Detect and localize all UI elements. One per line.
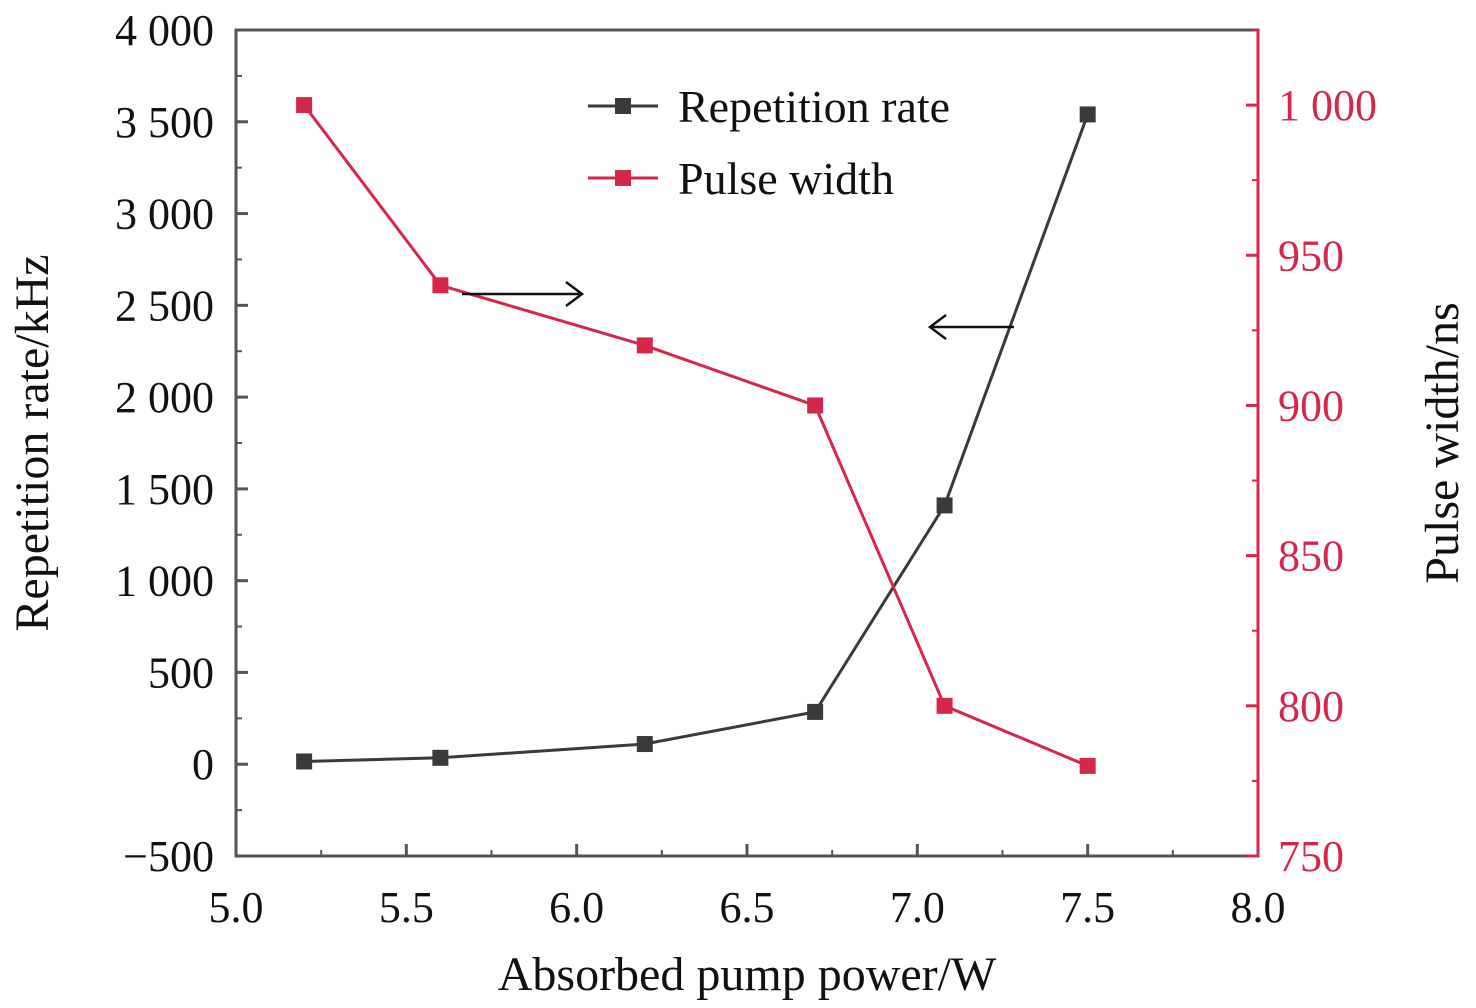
data-point	[807, 703, 824, 720]
data-point	[936, 497, 953, 514]
arrow-right-head	[565, 281, 585, 307]
x-tick-label: 5.0	[209, 883, 264, 932]
y-left-tick-label: 2 000	[115, 373, 214, 422]
y-right-tick-label: 800	[1278, 682, 1344, 731]
data-point	[432, 277, 449, 294]
y-left-tick-label: 500	[148, 648, 214, 697]
y-left-tick-label: 2 500	[115, 281, 214, 330]
series-layer	[296, 97, 1096, 774]
series-line-repetition-rate	[304, 113, 1090, 763]
data-point	[636, 736, 653, 753]
legend-marker	[615, 98, 631, 114]
y-right-tick-label: 900	[1278, 381, 1344, 430]
y-left-axis-ticks: −500 0 500 1 000 1 500 2 000 2 500 3 000 3 500 4 …	[115, 6, 248, 881]
data-point	[432, 749, 449, 766]
x-tick-label: 6.5	[720, 883, 775, 932]
x-tick-label: 6.0	[549, 883, 604, 932]
y-left-tick-label: 1 500	[115, 465, 214, 514]
series-line-pulse-width	[302, 104, 1089, 768]
y-left-tick-label: 1 000	[115, 557, 214, 606]
y-left-axis-title: Repetition rate/kHz	[6, 254, 59, 631]
y-right-axis-ticks: 750 800 850 900 950 1 000	[1246, 29, 1377, 881]
legend-marker	[615, 170, 631, 186]
data-point	[636, 337, 653, 354]
y-left-tick-label: 4 000	[115, 6, 214, 55]
legend-label: Repetition rate	[678, 81, 950, 132]
y-right-axis-title: Pulse width/ns	[1416, 302, 1469, 583]
annotations	[462, 281, 1014, 340]
x-axis-ticks: 5.0 5.5 6.0 6.5 7.0 7.5 8.0	[209, 844, 1286, 932]
x-tick-label: 7.5	[1060, 883, 1115, 932]
data-point	[936, 697, 953, 714]
arrow-left-head	[927, 314, 947, 340]
data-point	[807, 397, 824, 414]
x-tick-label: 7.0	[890, 883, 945, 932]
y-right-tick-label: 750	[1278, 832, 1344, 881]
y-left-tick-label: 0	[192, 740, 214, 789]
legend: Repetition rate Pulse width	[588, 81, 950, 204]
data-point	[1079, 757, 1096, 774]
x-tick-label: 5.5	[379, 883, 434, 932]
x-axis-title: Absorbed pump power/W	[498, 948, 997, 1001]
data-point	[296, 97, 313, 114]
data-point	[1079, 106, 1096, 123]
y-right-tick-label: 1 000	[1278, 81, 1377, 130]
data-point	[296, 753, 313, 770]
y-right-tick-label: 950	[1278, 231, 1344, 280]
x-tick-label: 8.0	[1231, 883, 1286, 932]
y-left-tick-label: 3 500	[115, 98, 214, 147]
legend-label: Pulse width	[678, 153, 894, 204]
y-right-tick-label: 850	[1278, 532, 1344, 581]
y-left-tick-label: 3 000	[115, 190, 214, 239]
y-left-tick-label: −500	[123, 832, 214, 881]
